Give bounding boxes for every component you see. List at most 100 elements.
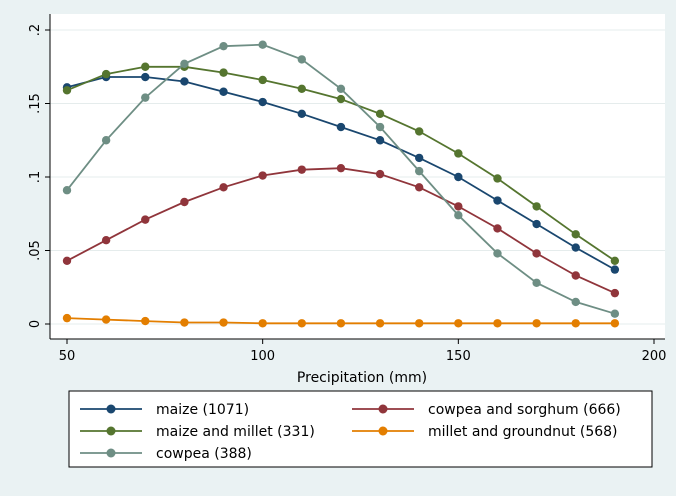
data-point: [219, 41, 228, 51]
series-2: [62, 62, 620, 265]
data-point: [336, 163, 346, 173]
data-point: [571, 297, 580, 307]
data-point: [258, 319, 267, 328]
y-tick-label: .2: [28, 24, 43, 36]
series-4: [62, 40, 620, 318]
data-point: [454, 319, 463, 328]
legend-marker: [106, 404, 116, 414]
x-tick-label: 150: [446, 349, 471, 364]
data-point: [571, 271, 580, 280]
data-point: [219, 68, 228, 77]
data-point: [610, 309, 620, 318]
data-point: [493, 224, 502, 233]
data-point: [571, 243, 580, 252]
legend-marker: [378, 426, 388, 436]
series-1: [62, 163, 620, 298]
data-point: [141, 316, 150, 326]
series: [62, 40, 620, 328]
data-point: [375, 169, 385, 179]
data-point: [454, 202, 463, 211]
legend-marker: [378, 404, 388, 414]
data-point: [62, 186, 72, 195]
data-point: [493, 174, 502, 183]
data-point: [610, 265, 620, 274]
data-point: [141, 215, 150, 224]
data-point: [532, 202, 541, 211]
y-tick-label: .1: [28, 171, 43, 183]
data-point: [415, 319, 424, 328]
data-point: [62, 86, 72, 95]
data-point: [180, 318, 189, 327]
legend-label: maize (1071): [156, 402, 249, 418]
legend: maize (1071) cowpea and sorghum (666) maiz…: [80, 402, 621, 462]
data-point: [62, 256, 72, 265]
data-point: [219, 87, 228, 96]
data-point: [454, 149, 463, 158]
data-point: [454, 172, 463, 182]
data-point: [297, 55, 306, 64]
legend-label: cowpea (388): [156, 446, 252, 462]
legend-item: maize and millet (331): [80, 424, 315, 440]
legend-marker: [106, 448, 116, 458]
legend-label: maize and millet (331): [156, 424, 315, 440]
data-point: [532, 249, 541, 258]
x-tick-label: 50: [59, 349, 76, 364]
legend-box: [68, 390, 653, 468]
data-point: [336, 319, 346, 328]
data-point: [141, 72, 150, 82]
data-point: [258, 75, 267, 85]
data-point: [297, 319, 306, 328]
data-point: [336, 122, 346, 132]
y-tick-label: .05: [28, 240, 43, 261]
data-point: [180, 77, 189, 86]
data-point: [101, 236, 111, 245]
data-point: [219, 183, 228, 192]
data-point: [258, 171, 267, 180]
legend-label: cowpea and sorghum (666): [428, 402, 621, 418]
data-point: [415, 127, 424, 136]
data-point: [493, 249, 502, 258]
data-point: [493, 319, 502, 328]
data-point: [180, 59, 189, 69]
data-point: [141, 93, 150, 102]
data-point: [297, 165, 306, 174]
data-point: [571, 230, 580, 239]
data-point: [141, 62, 150, 71]
data-point: [415, 183, 424, 192]
x-tick-label: 200: [642, 349, 667, 364]
data-point: [180, 197, 189, 207]
data-point: [610, 288, 620, 298]
y-tick-label: .15: [28, 93, 43, 114]
y-tick-label: 0: [28, 320, 43, 328]
data-point: [219, 318, 228, 327]
data-point: [336, 94, 346, 104]
legend-marker: [106, 426, 116, 436]
data-point: [101, 69, 111, 79]
data-point: [375, 136, 385, 145]
legend-item: maize (1071): [80, 402, 249, 418]
data-point: [610, 256, 620, 265]
data-point: [532, 219, 541, 229]
legend-item: millet and groundnut (568): [352, 424, 618, 440]
series-0: [62, 72, 620, 274]
data-point: [258, 97, 267, 107]
data-point: [571, 319, 580, 328]
data-point: [415, 166, 424, 176]
data-point: [101, 136, 111, 145]
data-point: [532, 278, 541, 288]
data-point: [297, 84, 306, 94]
x-axis-label: Precipitation (mm): [297, 370, 427, 386]
tick-labels: 0 .05 .1 .15 .2 50 100 150 200: [28, 24, 666, 364]
series-3: [62, 313, 620, 328]
data-point: [258, 40, 267, 49]
data-point: [454, 211, 463, 220]
data-point: [336, 84, 346, 94]
legend-item: cowpea and sorghum (666): [352, 402, 621, 418]
data-point: [610, 319, 620, 328]
x-tick-label: 100: [250, 349, 275, 364]
data-point: [62, 313, 72, 323]
data-point: [532, 319, 541, 328]
data-point: [493, 196, 502, 205]
